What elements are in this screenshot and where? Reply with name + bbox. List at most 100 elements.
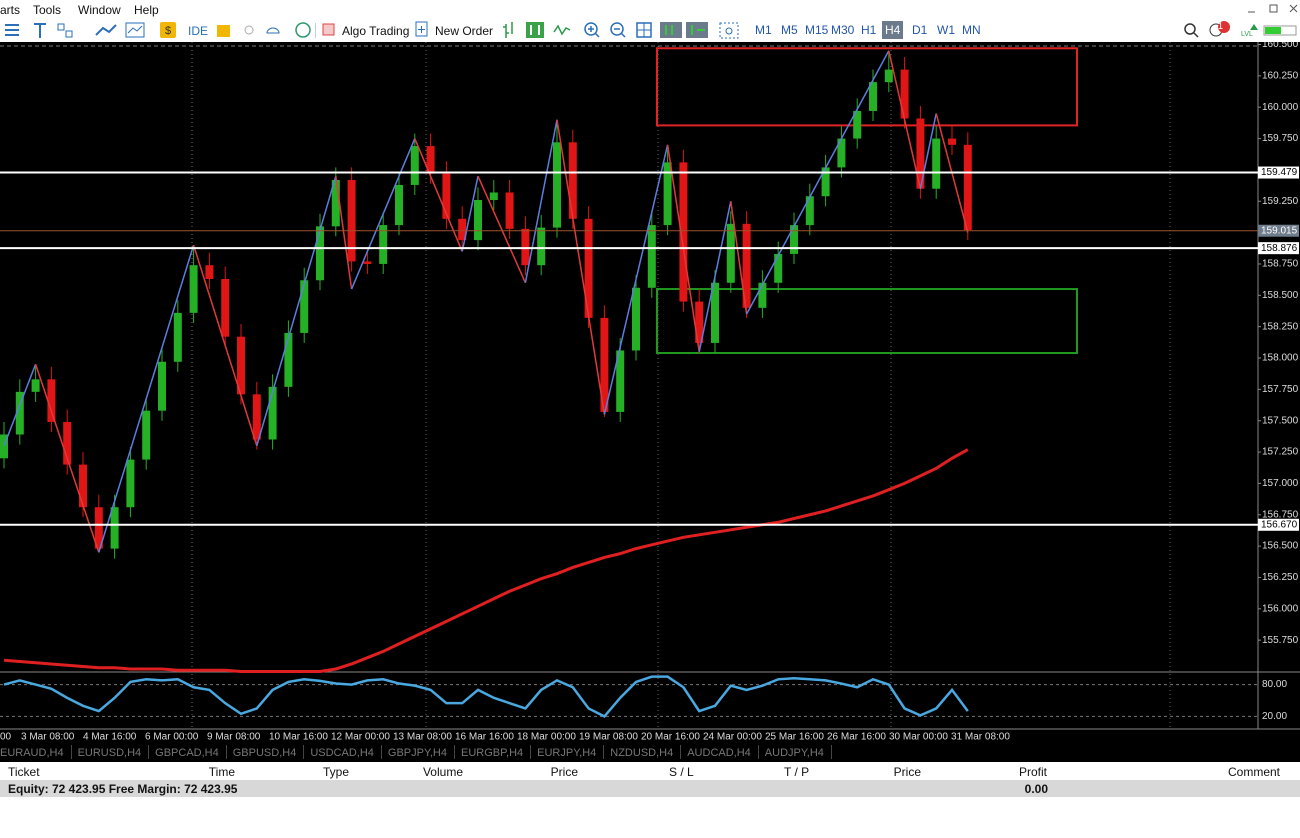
zigzag-segment (192, 244, 258, 447)
time-label: 20 Mar 16:00 (641, 732, 700, 743)
toolbar-right-icons (1184, 21, 1297, 38)
zigzag-segment (34, 364, 100, 553)
candle-body (600, 317, 609, 412)
price-tick-label: 158.250 (1262, 321, 1299, 332)
price-tick-label: 159.250 (1262, 196, 1299, 207)
zigzag-segment (524, 119, 558, 283)
time-label: 9 Mar 08:00 (207, 732, 261, 743)
toolbar: $ IDE Algo Trading New Order M1 M5 M15 M30 H… (0, 18, 1300, 43)
level-label-box (1258, 166, 1299, 179)
candle-body (268, 386, 277, 440)
algo-trading-button[interactable]: Algo Trading (342, 24, 410, 38)
symbol-tab[interactable]: USDCAD,H4 (310, 745, 382, 759)
candle-body (237, 336, 245, 395)
timeframe-button[interactable]: M30 (831, 23, 855, 37)
ide-button[interactable]: IDE (188, 24, 209, 38)
candle-body (142, 410, 151, 460)
symbol-tab[interactable]: GBPUSD,H4 (233, 745, 305, 759)
total-profit: 0.00 (1024, 782, 1048, 796)
price-tick-label: 157.250 (1262, 447, 1299, 458)
zigzag-segment (919, 113, 937, 189)
candle-body (15, 391, 24, 435)
price-tick-label: 157.750 (1262, 384, 1299, 395)
timeframe-button[interactable]: M5 (781, 23, 798, 37)
level-label: 158.876 (1261, 243, 1298, 254)
symbol-tab[interactable]: GBPJPY,H4 (388, 745, 455, 759)
time-label: 24 Mar 00:00 (703, 732, 762, 743)
timeframe-button[interactable]: D1 (912, 23, 928, 37)
price-zone (656, 47, 1078, 127)
price-chart: 160.500 160.250 160.000 159.750 159.250 158.7… (0, 42, 1300, 745)
candle-body (963, 144, 972, 231)
candle-body (853, 110, 862, 139)
zigzag-segment (603, 144, 669, 415)
price-tick-label: 156.500 (1262, 541, 1299, 552)
candle-body (0, 434, 8, 459)
window-controls[interactable] (1244, 3, 1300, 15)
candle-body (489, 192, 498, 201)
new-order-icon (415, 21, 428, 37)
level-label: 156.670 (1261, 519, 1298, 530)
column-header[interactable]: Profit (1018, 765, 1047, 779)
price-tick-label: 160.000 (1262, 102, 1299, 113)
candle-body (742, 223, 751, 308)
symbol-tab[interactable]: NZDUSD,H4 (610, 745, 682, 759)
zigzag-segment (745, 50, 890, 315)
price-tick-label: 157.500 (1262, 415, 1299, 426)
candle-body (442, 173, 451, 219)
symbol-tab[interactable]: EURUSD,H4 (78, 745, 150, 759)
symbol-tab[interactable]: EURJPY,H4 (537, 745, 605, 759)
candle-body (316, 226, 324, 281)
level-label-box (1258, 518, 1299, 531)
symbol-tab[interactable]: EURGBP,H4 (461, 745, 532, 759)
column-header[interactable]: Ticket (8, 765, 40, 779)
price-zone (656, 288, 1078, 354)
candle-body (347, 179, 356, 262)
column-header[interactable]: Volume (422, 765, 463, 779)
candle-body (932, 138, 941, 189)
column-header[interactable]: Type (322, 765, 349, 779)
price-tick-label: 158.500 (1262, 290, 1299, 301)
menu-item[interactable]: Help (134, 3, 159, 17)
candle-body (758, 282, 767, 308)
timeframe-button[interactable]: MN (962, 23, 981, 37)
symbol-tab[interactable]: AUDCAD,H4 (687, 745, 759, 759)
zigzag-segment (888, 50, 922, 189)
candle-body (379, 225, 388, 264)
timeframe-button[interactable]: W1 (937, 23, 955, 37)
symbol-tab[interactable]: AUDJPY,H4 (765, 745, 832, 759)
new-order-button[interactable]: New Order (435, 24, 494, 38)
level-label: 159.479 (1261, 167, 1298, 178)
column-header[interactable]: T / P (784, 765, 810, 779)
trade-table-header: Ticket Time Type Volume Price S / L T / P Price… (0, 763, 1300, 781)
notification-badge[interactable]: 1 (1218, 21, 1224, 31)
menu-item[interactable]: arts (0, 3, 21, 17)
level-label: LVL (1241, 31, 1253, 38)
candle-body (189, 265, 198, 313)
timeframe-button[interactable]: M15 (805, 23, 829, 37)
symbol-tab[interactable]: EURAUD,H4 (0, 745, 72, 759)
column-header[interactable]: Price (893, 765, 921, 779)
time-label: 4 Mar 16:00 (83, 732, 137, 743)
candle-body (284, 332, 293, 387)
menu-item[interactable]: Window (78, 3, 121, 17)
time-label: 00 (0, 732, 12, 743)
time-label: 30 Mar 00:00 (889, 732, 948, 743)
indicator-tick-label: 20.00 (1262, 711, 1287, 722)
zigzag-segment (477, 175, 527, 284)
column-header[interactable]: Comment (1227, 765, 1280, 779)
symbol-tab[interactable]: GBPCAD,H4 (155, 745, 227, 759)
menu-item[interactable]: Tools (33, 3, 62, 17)
candle-body (837, 138, 846, 168)
timeframe-button[interactable]: H1 (861, 23, 877, 37)
column-header[interactable]: Time (208, 765, 235, 779)
candle-body (916, 118, 925, 189)
toolbar-icons (217, 22, 316, 38)
timeframe-button[interactable]: M1 (755, 23, 772, 37)
timeframe-button[interactable]: H4 (882, 21, 904, 39)
candle-body (173, 312, 182, 362)
time-label: 31 Mar 08:00 (951, 732, 1010, 743)
column-header[interactable]: S / L (669, 765, 694, 779)
column-header[interactable]: Price (550, 765, 578, 779)
candle-body (869, 82, 877, 111)
